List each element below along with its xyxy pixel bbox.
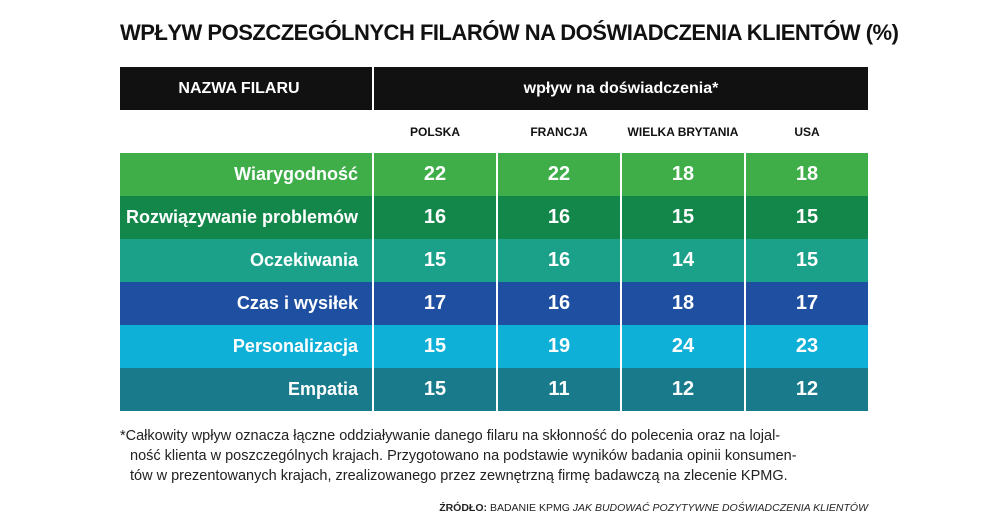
row-label: Rozwiązywanie problemów [120,196,372,239]
source-title: JAK BUDOWAĆ POZYTYWNE DOŚWIADCZENIA KLIE… [572,502,868,514]
value-cell: 16 [372,196,496,239]
column-header: POLSKA [372,110,496,153]
row-label: Oczekiwania [120,239,372,282]
value-cell: 18 [620,153,744,196]
value-cell: 15 [372,325,496,368]
value-cell: 16 [496,282,620,325]
footnote-line: *Całkowity wpływ oznacza łączne oddziały… [120,428,781,444]
value-cell: 15 [620,196,744,239]
value-cell: 16 [496,239,620,282]
value-cell: 15 [744,239,868,282]
value-cell: 15 [372,239,496,282]
value-cell: 19 [496,325,620,368]
source-label: ŹRÓDŁO: [439,502,488,514]
column-header: USA [744,110,868,153]
value-cell: 22 [496,153,620,196]
value-cell: 18 [620,282,744,325]
row-label: Personalizacja [120,325,372,368]
value-cell: 18 [744,153,868,196]
row-label: Empatia [120,368,372,411]
source-text: BADANIE KPMG [489,502,570,514]
value-cell: 14 [620,239,744,282]
footnote-line: tów w prezentowanych krajach, zrealizowa… [130,468,788,484]
value-cell: 24 [620,325,744,368]
value-cell: 12 [744,368,868,411]
row-label: Wiarygodność [120,153,372,196]
source: ŹRÓDŁO: BADANIE KPMG JAK BUDOWAĆ POZYTYW… [439,502,868,514]
value-cell: 17 [372,282,496,325]
subheader-cell [120,110,372,153]
value-cell: 17 [744,282,868,325]
value-cell: 23 [744,325,868,368]
column-header: FRANCJA [496,110,620,153]
value-cell: 22 [372,153,496,196]
header-cell: wpływ na doświadczenia* [372,67,868,110]
title: WPŁYW POSZCZEGÓLNYCH FILARÓW NA DOŚWIADC… [120,20,899,45]
header-cell: NAZWA FILARU [120,67,372,110]
value-cell: 15 [372,368,496,411]
value-cell: 16 [496,196,620,239]
column-header: WIELKA BRYTANIA [620,110,744,153]
value-cell: 15 [744,196,868,239]
row-label: Czas i wysiłek [120,282,372,325]
value-cell: 11 [496,368,620,411]
footnote-line: ność klienta w poszczególnych krajach. P… [130,448,797,464]
value-cell: 12 [620,368,744,411]
